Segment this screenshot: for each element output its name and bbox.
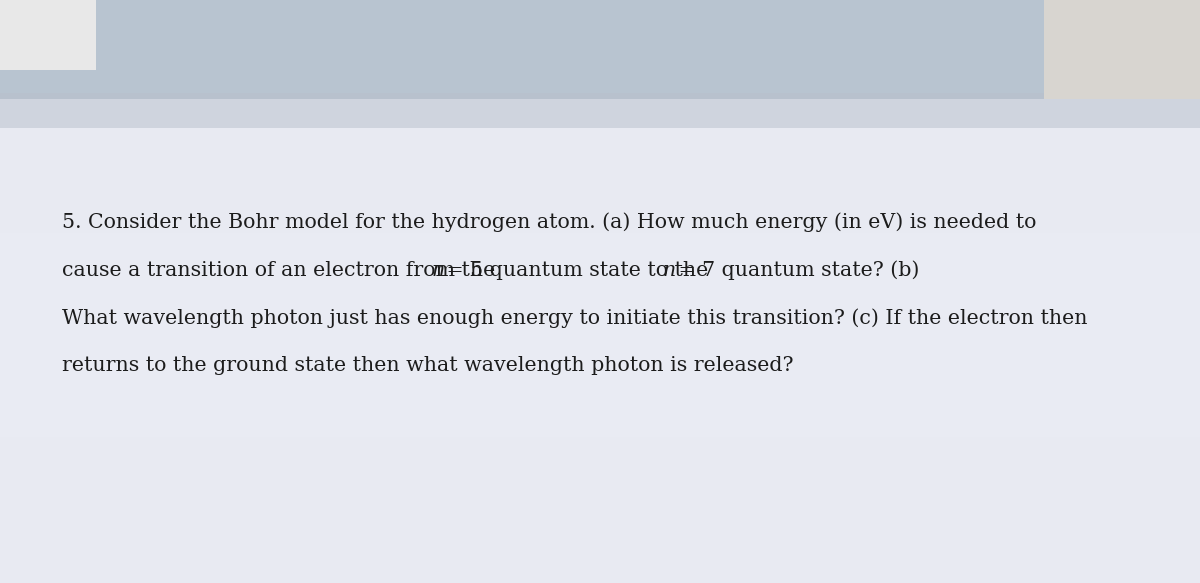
Text: 5. Consider the Bohr model for the hydrogen atom. (a) How much energy (in eV) is: 5. Consider the Bohr model for the hydro… xyxy=(62,213,1037,233)
Text: What wavelength photon just has enough energy to initiate this transition? (c) I: What wavelength photon just has enough e… xyxy=(62,308,1088,328)
Bar xyxy=(0,99,1200,583)
Text: cause a transition of an electron from the: cause a transition of an electron from t… xyxy=(62,261,502,280)
Text: returns to the ground state then what wavelength photon is released?: returns to the ground state then what wa… xyxy=(62,356,794,375)
Bar xyxy=(0,0,1200,105)
Text: n: n xyxy=(662,261,677,280)
Bar xyxy=(0,93,1200,128)
Bar xyxy=(1044,0,1200,99)
Bar xyxy=(0,0,96,70)
Bar xyxy=(0,233,1200,437)
Text: = 7 quantum state? (b): = 7 quantum state? (b) xyxy=(672,261,919,280)
Text: n: n xyxy=(431,261,444,280)
Text: = 5 quantum state to the: = 5 quantum state to the xyxy=(440,261,715,280)
